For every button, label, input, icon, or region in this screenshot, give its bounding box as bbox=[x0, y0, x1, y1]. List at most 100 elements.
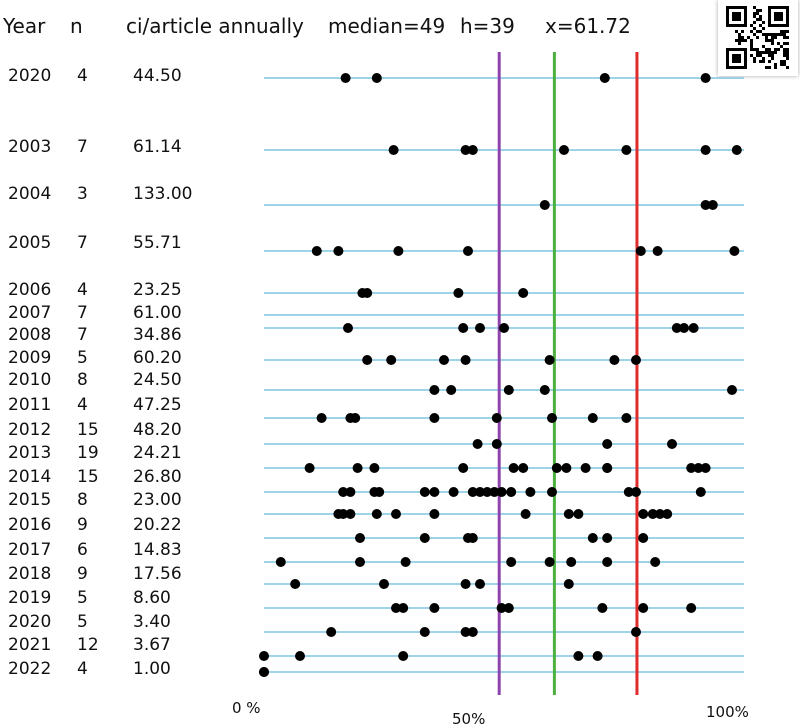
qr-module bbox=[762, 51, 765, 54]
data-point bbox=[429, 413, 440, 423]
qr-module bbox=[726, 21, 729, 24]
data-point bbox=[592, 651, 603, 661]
qr-module bbox=[732, 6, 735, 9]
data-point bbox=[551, 463, 562, 473]
qr-module bbox=[750, 24, 753, 27]
x-tick-50: 50% bbox=[452, 710, 486, 728]
qr-module bbox=[783, 24, 786, 27]
data-point bbox=[580, 463, 591, 473]
qr-module bbox=[732, 54, 735, 57]
data-point bbox=[379, 579, 389, 589]
qr-module bbox=[744, 51, 747, 54]
qr-module bbox=[786, 51, 789, 54]
qr-module bbox=[783, 54, 786, 57]
data-point bbox=[491, 439, 502, 449]
row-n: 6 bbox=[77, 540, 88, 560]
data-point bbox=[489, 487, 500, 497]
data-point bbox=[539, 200, 550, 210]
data-point bbox=[371, 73, 382, 83]
qr-module bbox=[765, 36, 768, 39]
data-point bbox=[439, 355, 449, 365]
row-ci: 26.80 bbox=[133, 467, 182, 487]
data-point bbox=[707, 200, 718, 210]
qr-module bbox=[738, 66, 741, 69]
qr-module bbox=[783, 51, 786, 54]
data-point bbox=[547, 487, 557, 497]
qr-module bbox=[765, 66, 768, 69]
qr-module bbox=[738, 24, 741, 27]
row-year: 2018 bbox=[8, 564, 52, 584]
data-point bbox=[609, 355, 620, 365]
qr-module bbox=[756, 12, 759, 15]
qr-module bbox=[786, 36, 789, 39]
qr-module bbox=[744, 15, 747, 18]
data-point bbox=[333, 246, 344, 256]
qr-module bbox=[759, 51, 762, 54]
qr-module bbox=[735, 24, 738, 27]
data-point bbox=[333, 509, 344, 519]
qr-module bbox=[753, 33, 756, 36]
row-n: 7 bbox=[77, 325, 88, 345]
qr-module bbox=[735, 57, 738, 60]
qr-module bbox=[774, 18, 777, 21]
data-point bbox=[499, 323, 509, 333]
row-n: 4 bbox=[77, 66, 88, 86]
qr-module bbox=[780, 33, 783, 36]
qr-module bbox=[732, 57, 735, 60]
row-year: 2011 bbox=[8, 395, 52, 415]
row-year: 2020 bbox=[8, 66, 52, 86]
qr-module bbox=[744, 60, 747, 63]
data-point bbox=[520, 509, 531, 519]
qr-module bbox=[744, 39, 747, 42]
row-ci: 61.14 bbox=[133, 137, 182, 157]
header-n: n bbox=[70, 14, 83, 38]
data-point bbox=[448, 487, 459, 497]
data-point bbox=[472, 439, 483, 449]
row-year: 2003 bbox=[8, 137, 52, 157]
qr-module bbox=[750, 42, 753, 45]
row-n: 9 bbox=[77, 515, 88, 535]
data-point bbox=[518, 288, 529, 298]
qr-module bbox=[786, 48, 789, 51]
data-point bbox=[686, 463, 697, 473]
qr-module bbox=[753, 12, 756, 15]
data-point bbox=[304, 463, 315, 473]
qr-module bbox=[735, 54, 738, 57]
qr-module bbox=[780, 24, 783, 27]
qr-module bbox=[786, 21, 789, 24]
qr-module bbox=[780, 30, 783, 33]
qr-module bbox=[741, 36, 744, 39]
data-point bbox=[386, 355, 397, 365]
data-point bbox=[475, 487, 485, 497]
qr-module bbox=[753, 6, 756, 9]
qr-module bbox=[726, 12, 729, 15]
data-point bbox=[700, 463, 711, 473]
row-n: 7 bbox=[77, 303, 88, 323]
data-point bbox=[460, 355, 471, 365]
data-point bbox=[371, 509, 382, 519]
data-point bbox=[388, 145, 399, 155]
data-point bbox=[662, 509, 673, 519]
row-ci: 47.25 bbox=[133, 395, 182, 415]
qr-module bbox=[738, 39, 741, 42]
qr-module bbox=[777, 24, 780, 27]
qr-module bbox=[786, 18, 789, 21]
data-point bbox=[647, 509, 658, 519]
data-point bbox=[429, 487, 440, 497]
row-year: 2021 bbox=[8, 635, 52, 655]
data-point bbox=[259, 667, 269, 677]
data-point bbox=[350, 413, 361, 423]
row-year: 2019 bbox=[8, 588, 52, 608]
qr-module bbox=[732, 12, 735, 15]
qr-module bbox=[783, 48, 786, 51]
qr-module bbox=[726, 48, 729, 51]
data-point bbox=[345, 413, 356, 423]
data-point bbox=[467, 533, 478, 543]
qr-module bbox=[786, 57, 789, 60]
data-point bbox=[602, 439, 613, 449]
qr-module bbox=[744, 63, 747, 66]
qr-module bbox=[726, 6, 729, 9]
qr-module bbox=[729, 6, 732, 9]
qr-module bbox=[735, 6, 738, 9]
